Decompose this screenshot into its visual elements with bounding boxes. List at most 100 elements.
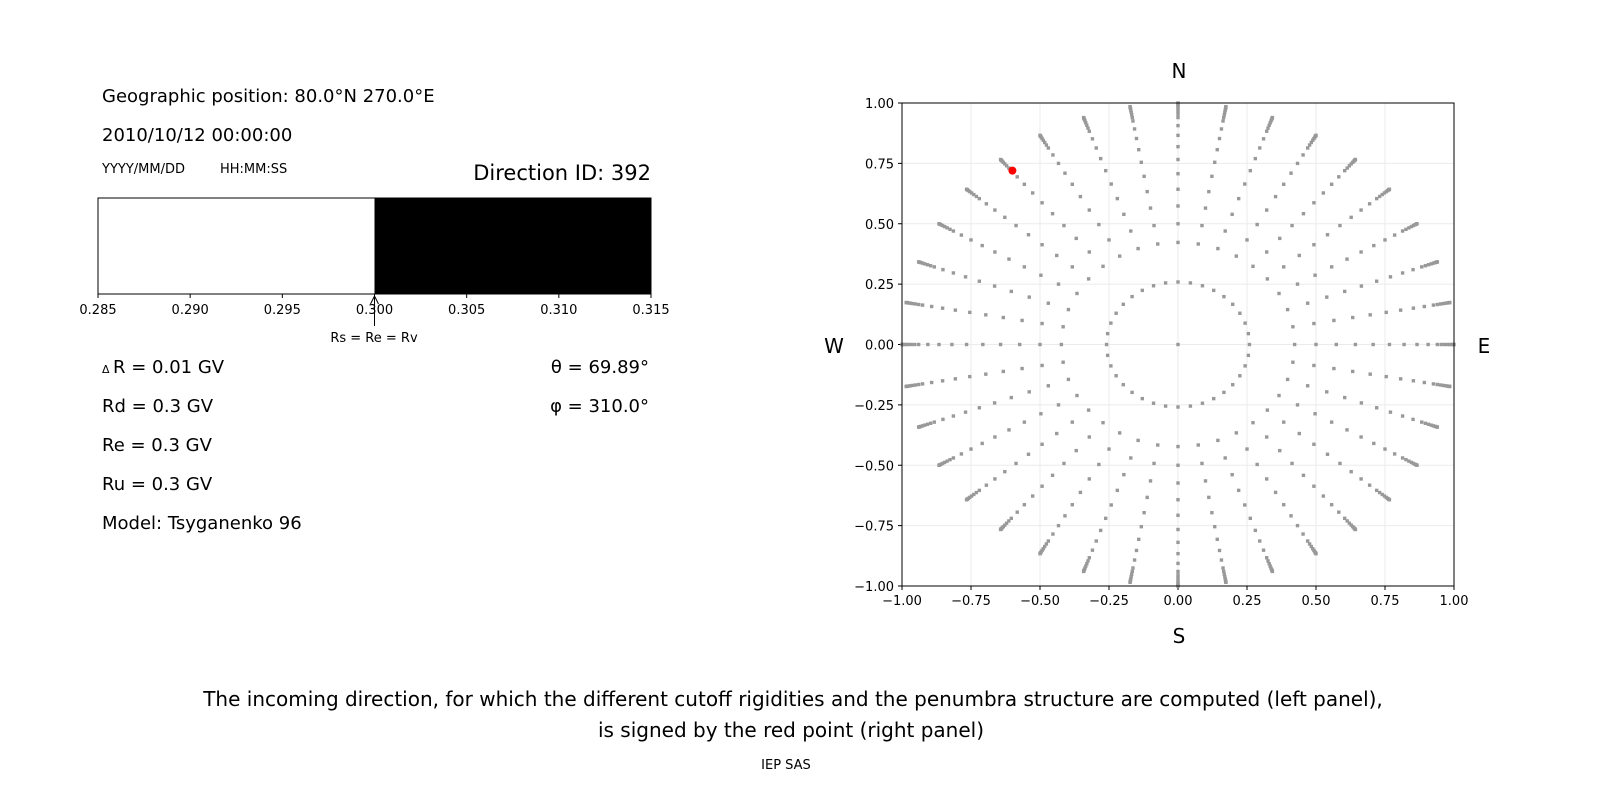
direction-point	[1152, 461, 1156, 466]
direction-point	[1210, 174, 1214, 179]
direction-point	[1221, 566, 1225, 570]
theta-value: θ = 69.89°	[551, 357, 649, 378]
direction-point	[1222, 113, 1226, 117]
x-tick-label: 0.310	[540, 303, 577, 318]
direction-point	[1222, 569, 1226, 574]
delta-symbol: Δ	[102, 363, 110, 376]
direction-point	[1312, 442, 1316, 446]
direction-point	[909, 342, 914, 347]
direction-point	[1001, 369, 1005, 374]
direction-point	[1400, 229, 1405, 233]
direction-point	[974, 194, 979, 199]
direction-point	[1297, 431, 1301, 436]
direction-point	[1265, 250, 1269, 254]
direction-point	[904, 300, 908, 305]
direction-point	[1305, 301, 1310, 305]
direction-point	[1273, 194, 1278, 199]
direction-point	[1295, 161, 1300, 166]
direction-point	[1145, 189, 1149, 194]
direction-point	[920, 382, 925, 386]
direction-point	[1392, 233, 1397, 237]
direction-point	[940, 306, 945, 310]
direction-point	[1367, 483, 1372, 487]
direction-point	[1041, 138, 1045, 143]
direction-point	[1431, 303, 1436, 307]
direction-point	[1009, 516, 1013, 521]
direction-point	[1441, 383, 1446, 388]
direction-point	[1097, 462, 1101, 467]
direction-point	[984, 202, 989, 206]
direction-point	[1253, 156, 1258, 161]
direction-point	[998, 342, 1003, 347]
direction-point	[1234, 254, 1239, 258]
caption-line-2: is signed by the red point (right panel)	[598, 718, 984, 742]
direction-point	[1435, 425, 1440, 429]
direction-point	[1368, 313, 1372, 317]
direction-point	[1176, 123, 1180, 128]
direction-point	[1039, 273, 1043, 277]
direction-point	[1278, 236, 1282, 241]
direction-point	[1301, 532, 1305, 536]
direction-point	[928, 421, 933, 425]
direction-point	[1086, 408, 1091, 412]
direction-point	[1388, 275, 1393, 279]
direction-point	[959, 233, 964, 237]
direction-point	[969, 238, 973, 242]
direction-point	[1415, 222, 1419, 226]
direction-point	[1097, 222, 1101, 227]
direction-point	[1087, 556, 1091, 560]
direction-point	[1152, 223, 1156, 228]
direction-point	[1377, 490, 1382, 495]
direction-point	[1117, 254, 1122, 258]
direction-point	[1404, 227, 1408, 232]
direction-point	[1086, 277, 1091, 281]
direction-point	[969, 191, 974, 195]
direction-point	[1176, 540, 1180, 545]
direction-point	[923, 423, 927, 427]
direction-point	[1098, 156, 1103, 161]
direction-point	[1261, 548, 1266, 552]
direction-point	[1128, 104, 1132, 109]
direction-point	[1098, 528, 1103, 533]
direction-point	[913, 302, 918, 306]
direction-point	[1176, 481, 1180, 485]
x-tick-label: 0.295	[264, 303, 301, 318]
direction-point	[1290, 461, 1294, 466]
direction-point	[984, 372, 988, 376]
direction-point	[1345, 166, 1349, 170]
direction-point	[1387, 498, 1392, 502]
direction-point	[1266, 559, 1270, 563]
direction-point	[1282, 265, 1286, 269]
direction-point	[1140, 288, 1144, 293]
direction-point	[1438, 302, 1443, 306]
direction-point	[1409, 224, 1414, 229]
direction-point	[1295, 282, 1300, 286]
direction-point	[1009, 395, 1013, 400]
direction-point	[1132, 558, 1137, 562]
direction-point	[1359, 208, 1363, 212]
direction-point	[1007, 257, 1011, 261]
direction-point	[1243, 364, 1247, 368]
direction-point	[1044, 542, 1049, 546]
direction-point	[1411, 306, 1416, 310]
direction-point	[1040, 201, 1044, 205]
direction-point	[1429, 262, 1433, 266]
direction-point	[1273, 490, 1278, 495]
direction-point	[1422, 304, 1427, 309]
direction-point	[1334, 342, 1339, 347]
direction-point	[1078, 194, 1083, 199]
direction-id: Direction ID: 392	[473, 161, 651, 185]
direction-point	[1443, 384, 1448, 388]
direction-point	[1176, 144, 1180, 149]
direction-point	[1223, 456, 1227, 460]
direction-point	[1234, 431, 1239, 435]
direction-point	[904, 384, 908, 389]
rd-value: Rd = 0.3 GV	[102, 396, 214, 417]
direction-point	[1140, 396, 1144, 401]
direction-point	[1117, 431, 1122, 435]
direction-point	[920, 424, 925, 428]
direction-point	[1255, 462, 1259, 467]
direction-point	[1404, 457, 1408, 462]
direction-point	[1203, 479, 1208, 483]
direction-point	[1030, 494, 1035, 498]
